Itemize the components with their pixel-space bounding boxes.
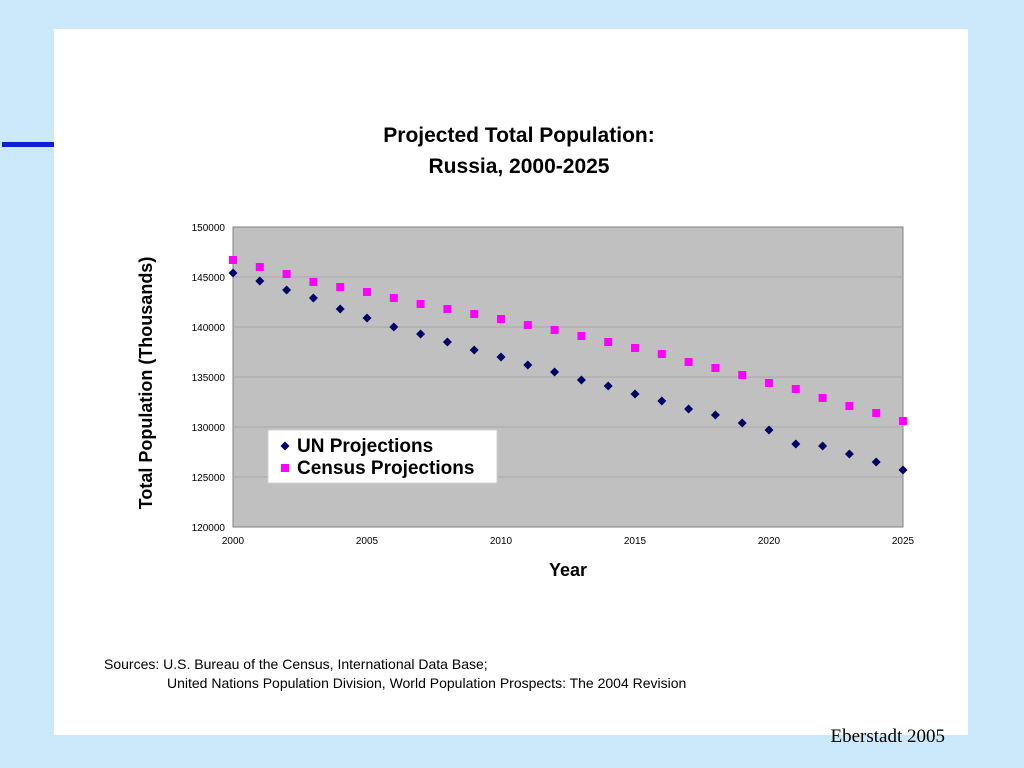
x-axis-ticks: 2000 2005 2010 2015 2020 2025 [222,536,915,547]
x-tick-label: 2005 [356,536,379,547]
un-projection-point [523,360,533,370]
census-projection-point [389,294,398,302]
x-tick-label: 2020 [758,536,781,547]
census-projection-point [523,321,532,329]
un-projection-point [389,322,399,332]
census-projection-point [818,394,827,402]
un-projection-point [657,396,667,406]
legend-marker-un [280,441,290,451]
x-tick-label: 2010 [490,536,513,547]
x-tick-label: 2015 [624,536,647,547]
census-projection-point [899,417,907,425]
y-tick-label: 135000 [192,373,226,384]
un-projection-point [576,375,586,385]
legend-marker-census [281,464,289,472]
y-tick-label: 140000 [192,323,226,334]
un-projection-point [603,381,613,391]
un-projection-point [496,352,506,362]
legend-label-un: UN Projections [297,436,433,457]
census-projection-point [765,379,773,387]
un-projection-point [684,404,694,414]
census-projection-point [336,283,345,291]
un-projection-point [362,313,372,323]
un-projection-point [416,329,426,339]
census-projection-point [229,256,237,264]
data-points [228,256,908,475]
y-tick-label: 125000 [192,473,226,484]
sources-line1: Sources: U.S. Bureau of the Census, Inte… [104,656,488,672]
legend-label-census: Census Projections [297,458,474,479]
grid-lines [233,276,903,478]
census-projection-point [845,402,854,410]
x-tick-label: 2000 [222,536,245,547]
chart-title-line1: Projected Total Population: [383,124,654,147]
un-projection-point [764,425,774,435]
census-projection-point [309,278,318,286]
un-projection-point [710,410,720,420]
chart-title-line2: Russia, 2000-2025 [429,155,610,178]
census-projection-point [711,364,720,372]
census-projection-point [791,385,800,393]
un-projection-point [255,276,265,286]
census-projection-point [631,344,639,352]
census-projection-point [497,315,505,323]
y-axis-label: Total Population (Thousands) [136,257,156,510]
legend: UN Projections Census Projections [267,429,498,484]
un-projection-point [335,304,345,314]
legend-box [267,429,498,484]
census-projection-point [470,310,479,318]
un-projection-point [844,449,854,459]
y-tick-label: 150000 [192,223,226,234]
y-tick-label: 145000 [192,273,226,284]
census-projection-point [282,270,291,278]
census-projection-point [684,358,693,366]
census-projection-point [416,300,425,308]
legend-diamond-icon [280,441,290,451]
x-axis-label: Year [549,560,587,580]
census-projection-point [363,288,371,296]
census-projection-point [657,350,666,358]
accent-bar [2,142,54,147]
y-tick-label: 130000 [192,423,226,434]
un-projection-point [737,418,747,428]
un-projection-point [308,293,318,303]
author-credit: Eberstadt 2005 [830,726,945,747]
sources-line2: United Nations Population Division, Worl… [167,675,687,691]
census-projection-point [604,338,613,346]
census-projection-point [550,326,559,334]
un-projection-point [818,441,828,451]
census-projection-point [872,409,881,417]
census-projection-point [738,371,747,379]
un-projection-point [630,389,640,399]
census-projection-point [443,305,452,313]
un-projection-point [550,367,560,377]
y-tick-label: 120000 [192,523,226,534]
un-projection-point [791,439,801,449]
census-projection-point [577,332,586,340]
un-projection-point [442,337,452,347]
un-projection-point [898,465,908,475]
sources-note: Sources: U.S. Bureau of the Census, Inte… [104,655,686,693]
census-projection-point [255,263,264,271]
legend-square-icon [281,464,289,472]
un-projection-point [871,457,881,467]
un-projection-point [228,268,238,278]
y-axis-ticks: 120000 125000 130000 135000 140000 145000 1500… [192,223,226,534]
un-projection-point [282,285,292,295]
x-tick-label: 2025 [892,536,915,547]
un-projection-point [469,345,479,355]
